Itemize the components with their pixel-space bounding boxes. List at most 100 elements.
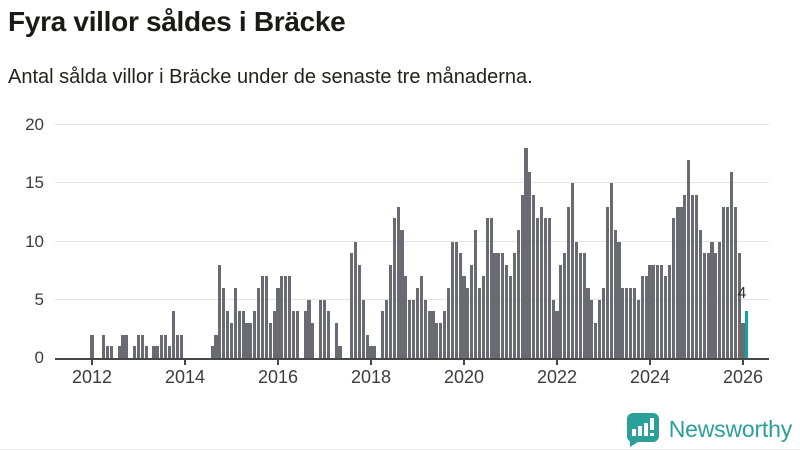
bar (477, 288, 482, 358)
x-axis-tick-2012 (91, 360, 93, 365)
bar (663, 276, 668, 358)
bar (446, 288, 451, 358)
bar (493, 253, 497, 358)
bar (454, 241, 458, 358)
bar (462, 276, 466, 358)
bar (443, 311, 447, 358)
bar (555, 311, 559, 358)
bar (466, 288, 470, 358)
bar (563, 253, 567, 358)
bar (245, 323, 249, 358)
bar (388, 264, 392, 358)
bar (353, 241, 358, 358)
x-axis-label-2024: 2024 (629, 367, 671, 387)
newsworthy-chart-bubble-icon (626, 413, 659, 447)
bar (497, 253, 501, 358)
bar (567, 206, 571, 358)
x-axis-label-2014: 2014 (164, 367, 206, 387)
bar (725, 206, 730, 358)
bar (241, 311, 245, 358)
bar (741, 323, 745, 358)
bar (133, 346, 137, 358)
bar (520, 194, 524, 358)
bar (152, 346, 156, 358)
latest-value-label: 4 (737, 285, 747, 303)
bar (369, 346, 373, 358)
bar (691, 194, 695, 358)
bar (303, 311, 307, 358)
bar (361, 299, 365, 358)
bar (687, 159, 691, 358)
bar (415, 288, 420, 358)
bar (671, 218, 675, 358)
x-axis-tick-2024 (649, 360, 651, 365)
bar (156, 346, 160, 358)
bar (501, 253, 505, 358)
bar (733, 206, 737, 358)
x-axis-tick-2018 (370, 360, 372, 365)
bar (648, 264, 652, 358)
bar (284, 276, 288, 358)
bar (714, 253, 718, 358)
bar (629, 288, 633, 358)
y-axis-label: 5 (34, 289, 44, 309)
bar (722, 206, 726, 358)
bar-chart-plot-area: 2012 2014 2016 2018 2020 2022 2024 2026 4 (55, 124, 769, 387)
bar (164, 334, 168, 358)
bar (698, 229, 702, 358)
bar (253, 311, 257, 358)
bar (539, 206, 544, 358)
bar (260, 276, 265, 358)
bar (737, 253, 741, 358)
bar (481, 276, 485, 358)
bar (222, 288, 226, 358)
newsworthy-brand-link[interactable]: Newsworthy (624, 411, 792, 447)
bar (357, 264, 361, 358)
bar (644, 276, 648, 358)
x-axis-label-2018: 2018 (350, 367, 392, 387)
bar (536, 218, 540, 358)
x-axis-tick-2020 (463, 360, 465, 365)
bar (427, 311, 431, 358)
bar (706, 253, 710, 358)
bar (551, 299, 555, 358)
bar (268, 323, 272, 358)
highlighted-latest-bar (745, 311, 749, 358)
bar (280, 276, 284, 358)
bar (237, 311, 241, 358)
bar (621, 288, 625, 358)
bar (121, 334, 125, 358)
bar (214, 334, 218, 358)
bar (617, 241, 621, 358)
bar (365, 334, 369, 358)
bar (516, 229, 520, 358)
bar (210, 346, 214, 358)
bar (636, 299, 640, 358)
y-axis-label: 20 (25, 115, 44, 134)
x-axis-label-2012: 2012 (71, 367, 113, 387)
bar (350, 253, 354, 358)
x-axis-tick-2022 (556, 360, 558, 365)
bar (90, 334, 94, 358)
bar (249, 323, 253, 358)
bar (322, 299, 327, 358)
bar (338, 346, 342, 358)
bar (171, 311, 175, 358)
bar (675, 206, 679, 358)
bar (470, 264, 474, 358)
bar (656, 264, 660, 358)
x-axis-label-2016: 2016 (257, 367, 299, 387)
gridline-y-20 (55, 124, 769, 125)
bar (660, 264, 664, 358)
x-axis-label-2026: 2026 (722, 367, 764, 387)
x-axis-tick-2014 (184, 360, 186, 365)
x-axis-tick-2016 (277, 360, 279, 365)
bar (474, 229, 478, 358)
bar (175, 334, 179, 358)
bar (307, 299, 311, 358)
x-axis-label-2020: 2020 (443, 367, 485, 387)
bar (524, 148, 528, 358)
bar (167, 346, 172, 358)
bar (319, 299, 323, 358)
bar (601, 288, 606, 358)
